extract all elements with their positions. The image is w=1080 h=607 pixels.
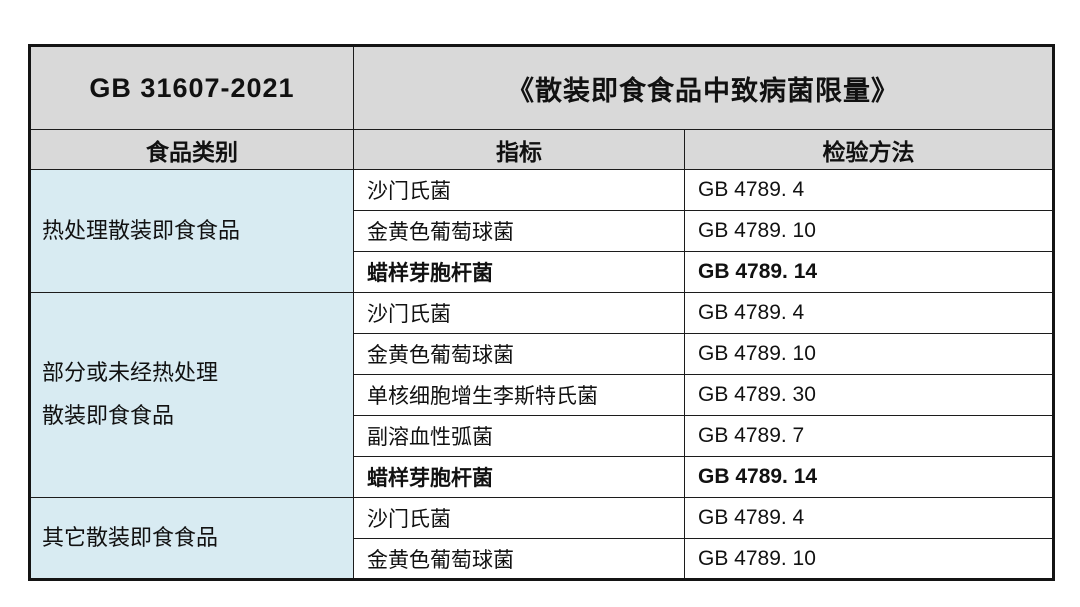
method-cell: GB 4789. 10 (684, 210, 1054, 252)
category-cell: 部分或未经热处理 散装即食食品 (29, 292, 354, 498)
indicator-cell: 金黄色葡萄球菌 (353, 210, 685, 252)
method-cell: GB 4789. 10 (684, 333, 1054, 375)
method-cell: GB 4789. 4 (684, 169, 1054, 211)
column-header-method: 检验方法 (684, 129, 1054, 170)
column-header-row: 食品类别 指标 检验方法 (29, 129, 1054, 170)
indicator-cell: 蜡样芽胞杆菌 (353, 251, 685, 293)
table-row: 金黄色葡萄球菌 GB 4789. 10 (30, 210, 1054, 252)
table-body: 热处理散装即食食品 沙门氏菌 GB 4789. 4 金黄色葡萄球菌 GB 4789. 1… (29, 169, 1054, 580)
indicator-cell: 副溶血性弧菌 (353, 415, 685, 457)
method-cell: GB 4789. 4 (684, 497, 1054, 539)
column-header-indicator: 指标 (353, 129, 685, 170)
table-row: 蜡样芽胞杆菌 GB 4789. 14 (30, 456, 1054, 498)
table-row: 金黄色葡萄球菌 GB 4789. 10 (30, 538, 1054, 580)
table-row: 金黄色葡萄球菌 GB 4789. 10 (30, 333, 1054, 375)
pathogen-limit-table: GB 31607-2021 《散装即食食品中致病菌限量》 食品类别 指标 检验方… (28, 44, 1055, 581)
method-cell: GB 4789. 4 (684, 292, 1054, 334)
category-cell: 热处理散装即食食品 (29, 169, 354, 293)
category-cell: 其它散装即食食品 (29, 497, 354, 580)
method-cell: GB 4789. 7 (684, 415, 1054, 457)
table-row: 热处理散装即食食品 沙门氏菌 GB 4789. 4 (29, 169, 1054, 293)
indicator-cell: 蜡样芽胞杆菌 (353, 456, 685, 498)
table-title: 《散装即食食品中致病菌限量》 (353, 45, 1054, 130)
table-row: 副溶血性弧菌 GB 4789. 7 (30, 415, 1054, 457)
column-header-category: 食品类别 (29, 129, 354, 170)
indicator-cell: 金黄色葡萄球菌 (353, 333, 685, 375)
standard-code: GB 31607-2021 (29, 45, 354, 130)
indicator-cell: 沙门氏菌 (353, 169, 685, 211)
method-cell: GB 4789. 10 (684, 538, 1054, 580)
table-row: 单核细胞增生李斯特氏菌 GB 4789. 30 (30, 374, 1054, 416)
indicator-cell: 沙门氏菌 (353, 497, 685, 539)
table-row: 蜡样芽胞杆菌 GB 4789. 14 (30, 251, 1054, 293)
indicator-cell: 单核细胞增生李斯特氏菌 (353, 374, 685, 416)
table-title-row: GB 31607-2021 《散装即食食品中致病菌限量》 (29, 45, 1054, 130)
method-cell: GB 4789. 14 (684, 251, 1054, 293)
table-row: 其它散装即食食品 沙门氏菌 GB 4789. 4 (29, 497, 1054, 580)
indicator-cell: 沙门氏菌 (353, 292, 685, 334)
method-cell: GB 4789. 14 (684, 456, 1054, 498)
method-cell: GB 4789. 30 (684, 374, 1054, 416)
indicator-cell: 金黄色葡萄球菌 (353, 538, 685, 580)
table-row: 部分或未经热处理 散装即食食品 沙门氏菌 GB 4789. 4 (29, 292, 1054, 498)
